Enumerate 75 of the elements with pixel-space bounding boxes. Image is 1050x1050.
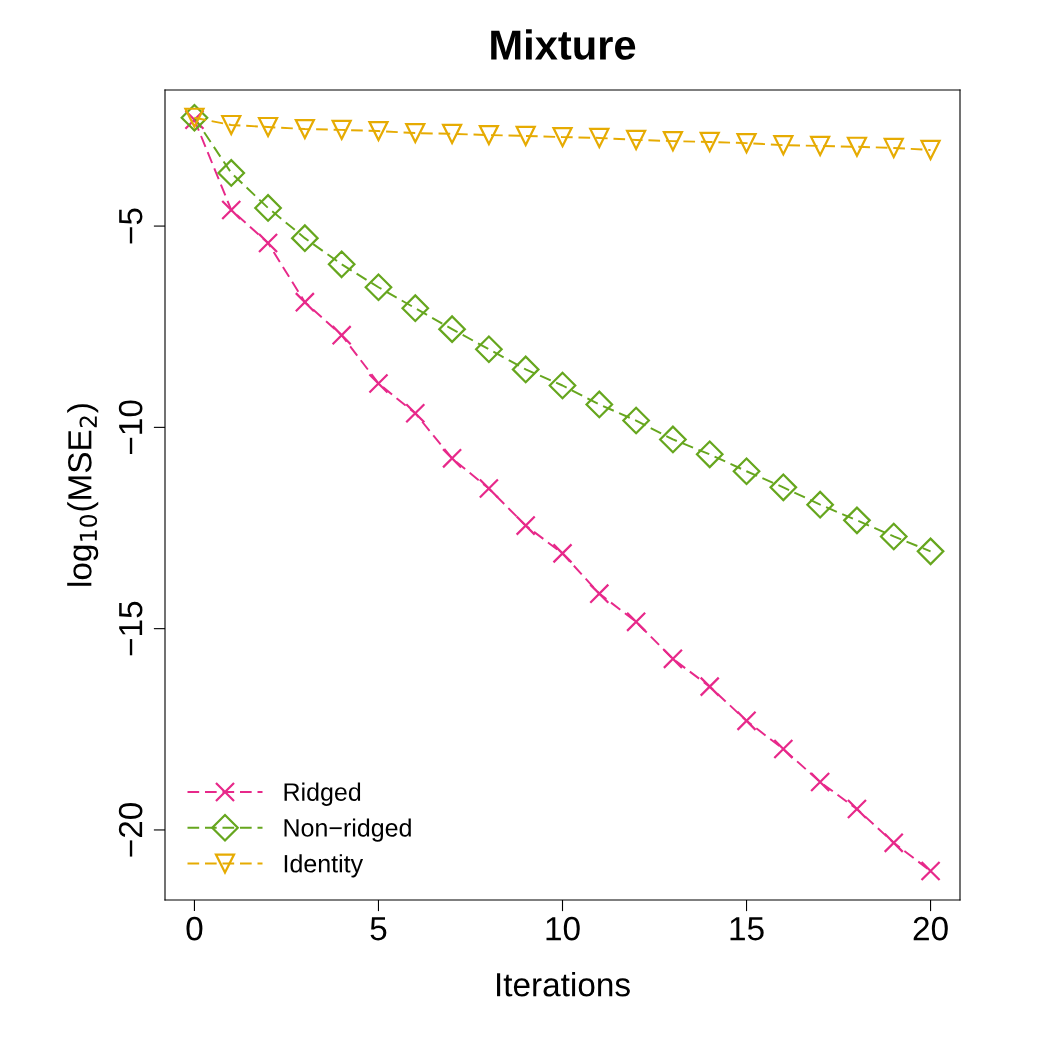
x-axis-title: Iterations [497, 972, 630, 997]
point [511, 355, 540, 384]
point [552, 126, 573, 148]
point [810, 771, 831, 793]
point [552, 543, 573, 564]
point [622, 406, 650, 435]
point [883, 137, 904, 159]
point [773, 738, 794, 760]
y-tick-label: −5 [119, 208, 143, 244]
point [478, 124, 500, 146]
point [883, 832, 904, 853]
point [401, 294, 430, 323]
point [659, 425, 687, 454]
point [920, 139, 941, 161]
point [217, 159, 246, 187]
y-tick-label: −15 [119, 601, 143, 656]
point [294, 118, 315, 140]
point [221, 114, 242, 136]
point [879, 522, 908, 551]
point [331, 119, 352, 140]
chart-title: Mixture [491, 29, 636, 60]
point [221, 199, 242, 221]
y-tick-label: −20 [118, 802, 143, 857]
point [773, 135, 794, 156]
point [846, 798, 868, 820]
point [662, 648, 684, 669]
point [585, 390, 614, 419]
point [736, 710, 757, 731]
point [441, 448, 463, 469]
point [331, 325, 352, 346]
point [475, 335, 503, 364]
legend-label: Identity [284, 854, 364, 878]
point [405, 403, 426, 424]
y-axis-title: log$_{10}$(MSE$_{2}$) [67, 404, 99, 586]
point [695, 440, 724, 469]
point [478, 478, 500, 499]
point [438, 315, 466, 344]
point [625, 611, 647, 632]
point [257, 116, 279, 138]
x-tick-label: 10 [546, 916, 580, 941]
point [806, 490, 835, 519]
point [548, 371, 577, 400]
x-tick-label: 5 [370, 917, 387, 941]
point [368, 120, 389, 142]
point [364, 273, 393, 302]
point [368, 373, 389, 394]
point [405, 122, 426, 144]
x-tick-label: 0 [186, 916, 203, 941]
point [625, 129, 647, 151]
point [290, 224, 319, 253]
point [916, 537, 945, 566]
point [327, 250, 356, 279]
point [515, 515, 536, 536]
point [846, 136, 868, 157]
point [257, 232, 279, 254]
point [736, 133, 757, 154]
x-tick-label: 20 [913, 916, 948, 941]
y-tick-label: −10 [118, 400, 143, 454]
point [662, 130, 684, 152]
point [699, 676, 720, 697]
point [732, 457, 761, 486]
point [920, 860, 941, 882]
legend-label: Non−ridged [284, 818, 411, 842]
point [254, 194, 282, 222]
point [441, 123, 463, 145]
legend-label: Ridged [284, 782, 361, 806]
point [589, 583, 610, 604]
point [294, 292, 315, 313]
point [769, 473, 798, 502]
point [699, 131, 720, 153]
point [843, 506, 871, 535]
x-tick-label: 15 [730, 917, 764, 941]
point [810, 135, 831, 157]
point [589, 127, 610, 149]
point [515, 125, 536, 147]
